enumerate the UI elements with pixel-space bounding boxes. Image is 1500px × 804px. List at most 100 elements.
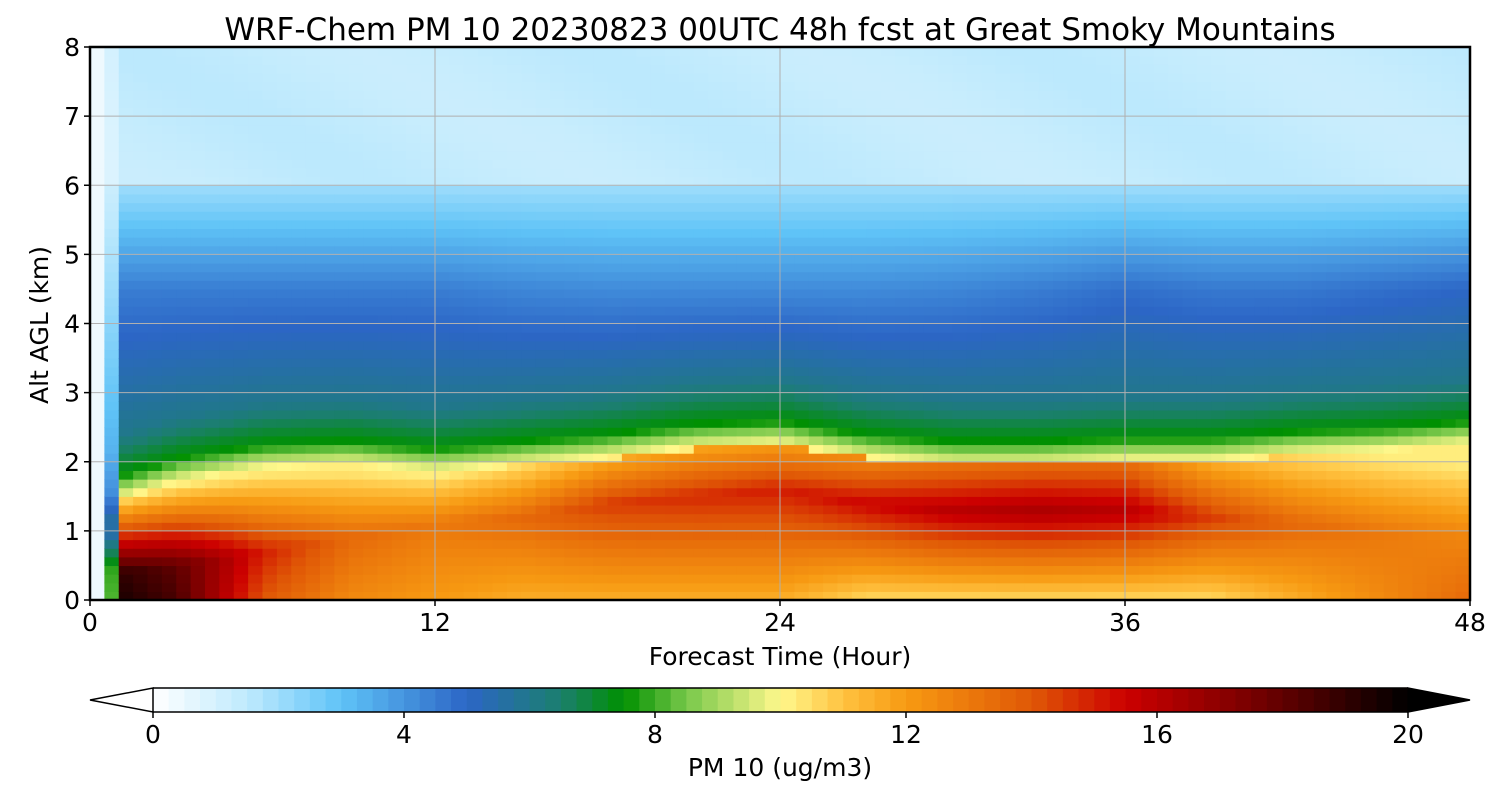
heatmap-cell xyxy=(506,263,522,273)
heatmap-cell xyxy=(478,340,494,351)
heatmap-cell xyxy=(435,435,450,446)
heatmap-cell xyxy=(521,237,537,247)
heatmap-cell xyxy=(133,280,149,290)
heatmap-cell xyxy=(794,470,810,480)
heatmap-cell xyxy=(966,55,982,65)
heatmap-cell xyxy=(981,228,997,238)
heatmap-cell xyxy=(938,444,954,454)
heatmap-cell xyxy=(492,124,508,135)
heatmap-cell xyxy=(708,116,724,126)
heatmap-cell xyxy=(205,64,220,74)
heatmap-cell xyxy=(391,306,407,316)
heatmap-cell xyxy=(435,461,450,471)
heatmap-cell xyxy=(909,470,925,480)
heatmap-cell xyxy=(995,513,1011,523)
heatmap-cell xyxy=(722,496,738,506)
heatmap-cell xyxy=(276,453,292,463)
heatmap-cell xyxy=(1125,133,1140,143)
heatmap-cell xyxy=(133,288,149,299)
heatmap-cell xyxy=(751,504,767,515)
heatmap-cell xyxy=(650,107,666,117)
heatmap-cell xyxy=(966,401,982,411)
heatmap-cell xyxy=(291,530,307,541)
heatmap-cell xyxy=(1067,513,1083,523)
heatmap-cell xyxy=(233,185,249,195)
heatmap-cell xyxy=(176,297,192,307)
heatmap-cell xyxy=(391,418,407,428)
heatmap-cell xyxy=(880,453,896,463)
heatmap-cell xyxy=(147,401,163,411)
heatmap-cell xyxy=(1010,254,1025,264)
heatmap-cell xyxy=(420,288,436,299)
heatmap-cell xyxy=(377,219,393,230)
heatmap-cell xyxy=(1196,565,1212,575)
heatmap-cell xyxy=(233,237,249,247)
heatmap-cell xyxy=(981,427,997,437)
heatmap-cell xyxy=(1010,297,1025,307)
heatmap-cell xyxy=(693,81,709,91)
heatmap-cell xyxy=(708,219,724,230)
heatmap-cell xyxy=(521,159,537,169)
heatmap-cell xyxy=(449,591,465,601)
heatmap-cell xyxy=(118,211,134,221)
heatmap-cell xyxy=(535,142,551,152)
heatmap-cell xyxy=(233,64,249,74)
heatmap-cell xyxy=(377,591,393,601)
heatmap-cell xyxy=(765,297,781,307)
heatmap-cell xyxy=(276,116,292,126)
heatmap-cell xyxy=(406,496,422,506)
heatmap-cell xyxy=(1168,461,1184,471)
heatmap-cell xyxy=(377,306,393,316)
heatmap-cell xyxy=(521,530,537,541)
heatmap-cell xyxy=(765,392,781,402)
heatmap-cell xyxy=(233,167,249,178)
heatmap-cell xyxy=(1038,565,1054,575)
heatmap-cell xyxy=(190,444,206,454)
heatmap-cell xyxy=(578,487,594,497)
heatmap-cell xyxy=(621,306,637,316)
heatmap-cell xyxy=(118,297,134,307)
heatmap-cell xyxy=(880,297,896,307)
heatmap-cell xyxy=(219,435,235,446)
heatmap-cell xyxy=(550,142,565,152)
heatmap-cell xyxy=(895,271,910,281)
heatmap-cell xyxy=(851,479,867,489)
heatmap-cell xyxy=(420,496,436,506)
heatmap-cell xyxy=(1110,349,1126,359)
heatmap-cell xyxy=(1125,565,1140,575)
heatmap-cell xyxy=(133,167,149,178)
heatmap-cell xyxy=(535,237,551,247)
heatmap-cell xyxy=(593,427,609,437)
heatmap-cell xyxy=(621,470,637,480)
heatmap-cell xyxy=(765,539,781,549)
heatmap-cell xyxy=(363,81,379,91)
heatmap-cell xyxy=(895,401,910,411)
heatmap-cell xyxy=(938,340,954,351)
heatmap-cell xyxy=(1096,427,1112,437)
heatmap-cell xyxy=(708,366,724,376)
heatmap-cell xyxy=(1125,263,1140,273)
heatmap-cell xyxy=(190,263,206,273)
heatmap-cell xyxy=(305,150,321,160)
heatmap-cell xyxy=(895,64,910,74)
heatmap-cell xyxy=(1125,392,1140,402)
heatmap-cell xyxy=(880,479,896,489)
heatmap-cell xyxy=(449,124,465,135)
heatmap-cell xyxy=(751,47,767,57)
heatmap-cell xyxy=(1081,185,1097,195)
heatmap-cell xyxy=(794,461,810,471)
heatmap-cell xyxy=(205,263,220,273)
heatmap-cell xyxy=(837,202,853,212)
heatmap-cell xyxy=(981,487,997,497)
heatmap-cell xyxy=(1182,202,1198,212)
heatmap-cell xyxy=(866,444,882,454)
heatmap-cell xyxy=(90,496,105,506)
heatmap-cell xyxy=(1053,64,1069,74)
heatmap-cell xyxy=(1139,470,1155,480)
heatmap-cell xyxy=(679,487,695,497)
heatmap-cell xyxy=(923,245,939,255)
heatmap-cell xyxy=(147,159,163,169)
heatmap-cell xyxy=(348,288,364,299)
heatmap-cell xyxy=(923,522,939,532)
heatmap-cell xyxy=(564,271,580,281)
